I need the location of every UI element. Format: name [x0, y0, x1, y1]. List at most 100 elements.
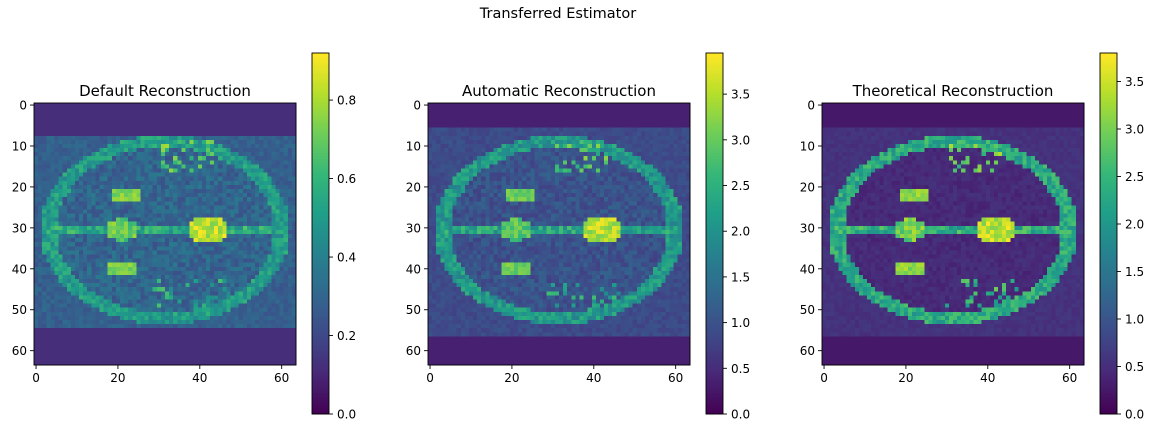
- heatmap-cell: [144, 360, 150, 366]
- heatmap-cell: [66, 332, 72, 337]
- heatmap-cell: [160, 188, 166, 194]
- heatmap-cell: [38, 213, 43, 219]
- heatmap-cell: [119, 336, 125, 341]
- heatmap-cell: [38, 266, 43, 272]
- heatmap-cell: [255, 291, 260, 296]
- heatmap-cell: [218, 234, 223, 239]
- heatmap-cell: [136, 250, 141, 255]
- heatmap-cell: [599, 131, 605, 137]
- heatmap-cell: [193, 225, 199, 231]
- heatmap-cell: [250, 197, 256, 202]
- heatmap-cell: [550, 148, 556, 153]
- heatmap-cell: [111, 172, 117, 178]
- heatmap-cell: [38, 234, 43, 239]
- heatmap-cell: [279, 111, 285, 116]
- heatmap-cell: [66, 197, 72, 202]
- heatmap-cell: [226, 229, 231, 235]
- heatmap-cell: [283, 274, 289, 280]
- heatmap-cell: [214, 324, 219, 329]
- heatmap-cell: [156, 319, 162, 325]
- heatmap-cell: [169, 295, 174, 300]
- heatmap-cell: [165, 250, 170, 255]
- heatmap-cell: [279, 352, 285, 358]
- heatmap-cell: [119, 258, 125, 264]
- heatmap-cell: [111, 340, 117, 345]
- heatmap-cell: [291, 270, 297, 276]
- heatmap-cell: [79, 135, 84, 141]
- heatmap-cell: [70, 184, 76, 190]
- heatmap-cell: [287, 254, 293, 259]
- heatmap-cell: [107, 315, 113, 321]
- heatmap-cell: [38, 360, 43, 366]
- heatmap-cell: [250, 115, 256, 120]
- heatmap-cell: [91, 197, 96, 202]
- heatmap-cell: [74, 156, 80, 161]
- heatmap-cell: [546, 115, 552, 120]
- heatmap-cell: [38, 127, 43, 133]
- heatmap-cell: [54, 188, 59, 194]
- heatmap-cell: [62, 274, 68, 280]
- heatmap-cell: [226, 164, 231, 169]
- heatmap-cell: [95, 119, 100, 124]
- heatmap-cell: [685, 127, 691, 133]
- heatmap-cell: [99, 229, 104, 235]
- heatmap-cell: [152, 168, 158, 173]
- heatmap-cell: [657, 119, 662, 124]
- heatmap-cell: [54, 295, 59, 300]
- heatmap-cell: [197, 152, 203, 157]
- heatmap-cell: [124, 168, 129, 173]
- heatmap-cell: [148, 115, 154, 120]
- heatmap-cell: [107, 360, 113, 366]
- heatmap-cell: [38, 242, 43, 247]
- heatmap-cell: [661, 127, 666, 133]
- heatmap-cell: [185, 217, 190, 223]
- heatmap-cell: [99, 315, 104, 321]
- heatmap-cell: [473, 115, 478, 120]
- heatmap-cell: [160, 152, 166, 157]
- heatmap-cell: [238, 168, 244, 173]
- heatmap-cell: [115, 266, 121, 272]
- heatmap-cell: [148, 266, 154, 272]
- heatmap-cell: [156, 139, 162, 145]
- heatmap-cell: [271, 119, 276, 124]
- heatmap-cell: [173, 352, 178, 358]
- heatmap-cell: [66, 348, 72, 354]
- heatmap-cell: [259, 303, 264, 309]
- heatmap-cell: [464, 148, 470, 153]
- heatmap-cell: [46, 135, 51, 141]
- heatmap-cell: [657, 107, 662, 112]
- heatmap-cell: [103, 242, 109, 247]
- heatmap-cell: [136, 266, 141, 272]
- heatmap-cell: [107, 254, 113, 259]
- heatmap-cell: [115, 262, 121, 268]
- heatmap-cell: [124, 213, 129, 219]
- heatmap-cell: [46, 184, 51, 190]
- heatmap-cell: [62, 148, 68, 153]
- heatmap-cell: [542, 139, 548, 145]
- heatmap-cell: [436, 123, 441, 128]
- heatmap-cell: [271, 225, 276, 231]
- heatmap-cell: [99, 209, 104, 214]
- heatmap-cell: [489, 115, 494, 120]
- heatmap-cell: [681, 127, 687, 133]
- heatmap-cell: [87, 356, 92, 362]
- heatmap-cell: [620, 139, 625, 145]
- heatmap-cell: [124, 291, 129, 296]
- heatmap-cell: [259, 307, 264, 313]
- heatmap-cell: [263, 254, 268, 259]
- heatmap-cell: [165, 135, 170, 141]
- heatmap-cell: [550, 115, 556, 120]
- heatmap-cell: [46, 258, 51, 264]
- heatmap-cell: [263, 127, 268, 133]
- heatmap-cell: [107, 270, 113, 276]
- heatmap-cell: [665, 135, 670, 141]
- heatmap-cell: [91, 336, 96, 341]
- colorbar-segment: [312, 137, 329, 141]
- heatmap-cell: [148, 254, 154, 259]
- heatmap-cell: [222, 164, 227, 169]
- heatmap-cell: [156, 193, 162, 198]
- heatmap-cell: [440, 139, 445, 145]
- heatmap-cell: [234, 340, 240, 345]
- heatmap-cell: [477, 119, 482, 124]
- heatmap-cell: [87, 131, 92, 137]
